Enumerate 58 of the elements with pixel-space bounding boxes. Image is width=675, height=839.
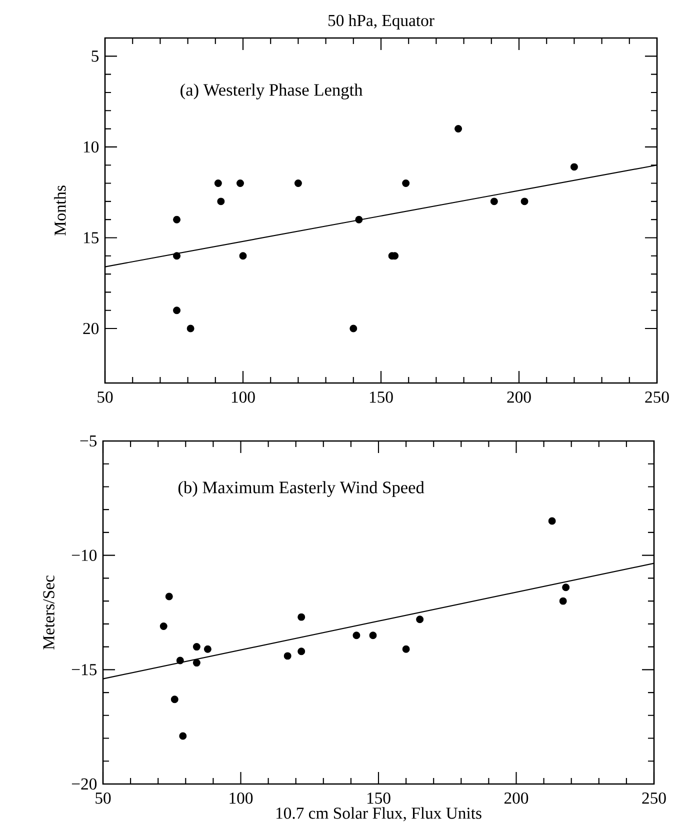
point xyxy=(173,306,180,314)
point xyxy=(294,180,302,187)
y-tick-label: −10 xyxy=(72,550,97,561)
point xyxy=(490,198,498,206)
point xyxy=(173,216,180,224)
point xyxy=(160,622,168,630)
point xyxy=(217,198,225,206)
point xyxy=(170,696,178,704)
point xyxy=(176,656,184,664)
y-tick-label: −20 xyxy=(72,778,97,790)
point xyxy=(192,643,200,651)
y-tick-label: 15 xyxy=(84,232,99,244)
point xyxy=(350,324,358,332)
x-tick-label: 250 xyxy=(645,391,669,403)
point xyxy=(559,597,567,605)
point xyxy=(548,517,556,525)
point xyxy=(520,198,528,206)
x-tick-label: 200 xyxy=(504,792,528,804)
point xyxy=(179,732,187,740)
x-tick-label: 100 xyxy=(230,792,253,804)
x-tick-label: 50 xyxy=(96,792,111,804)
point xyxy=(402,645,410,653)
x-tick-label: 150 xyxy=(367,792,390,804)
x-axis-title: 10.7 cm Solar Flux, Flux Units xyxy=(276,807,482,822)
point xyxy=(236,180,244,187)
y-tick-label: 5 xyxy=(92,50,99,62)
y-tick-label: 10 xyxy=(84,141,99,153)
point xyxy=(186,324,194,332)
point xyxy=(402,180,410,187)
point xyxy=(352,632,360,640)
point xyxy=(369,632,377,640)
annotation: (a) Westerly Phase Length xyxy=(180,84,363,100)
chart-title: 50 hPa, Equator xyxy=(328,14,434,30)
point xyxy=(165,592,173,600)
point xyxy=(454,125,462,133)
annotation: (b) Maximum Easterly Wind Speed xyxy=(178,481,424,497)
y-axis-title: Months xyxy=(54,186,66,236)
point xyxy=(355,216,363,224)
point xyxy=(192,659,200,667)
point xyxy=(416,616,424,624)
x-tick-label: 150 xyxy=(370,391,393,403)
x-tick-label: 50 xyxy=(98,391,113,403)
point xyxy=(173,252,180,260)
x-tick-label: 100 xyxy=(232,391,255,403)
y-tick-label: 20 xyxy=(83,322,99,334)
point xyxy=(570,163,578,171)
x-tick-label: 200 xyxy=(507,391,531,403)
y-tick-label: −5 xyxy=(80,435,97,447)
point xyxy=(298,613,306,621)
y-axis-title: Meters/Sec xyxy=(43,576,54,650)
point xyxy=(562,584,570,592)
point xyxy=(204,645,212,653)
point xyxy=(284,652,292,660)
point xyxy=(214,180,222,187)
point xyxy=(239,252,247,260)
x-tick-label: 250 xyxy=(642,792,666,804)
point xyxy=(298,648,306,656)
y-tick-label: −15 xyxy=(72,664,97,676)
